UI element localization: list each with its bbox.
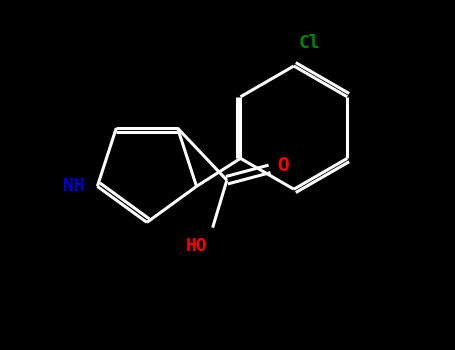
Text: O: O <box>277 155 289 175</box>
Text: NH: NH <box>63 177 85 195</box>
Text: HO: HO <box>186 237 208 255</box>
Text: Cl: Cl <box>298 34 320 52</box>
